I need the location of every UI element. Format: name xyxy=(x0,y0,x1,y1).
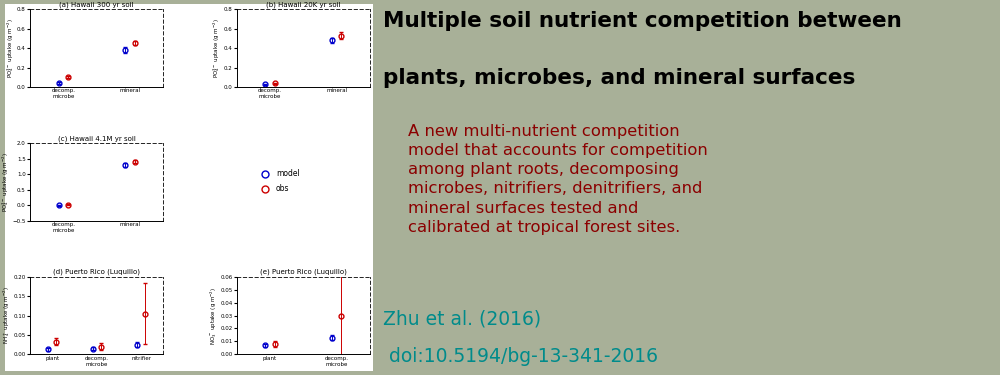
Text: Multiple soil nutrient competition between: Multiple soil nutrient competition betwe… xyxy=(383,11,902,31)
Text: A new multi-nutrient competition
model that accounts for competition
among plant: A new multi-nutrient competition model t… xyxy=(408,124,708,235)
Text: Zhu et al. (2016): Zhu et al. (2016) xyxy=(383,309,541,328)
Y-axis label: NH$_4^+$ uptake (g m$^{-2}$): NH$_4^+$ uptake (g m$^{-2}$) xyxy=(1,286,12,344)
Y-axis label: PO$_4^{3-}$ uptake (g m$^{-2}$): PO$_4^{3-}$ uptake (g m$^{-2}$) xyxy=(5,18,16,78)
Title: (e) Puerto Rico (Luquillo): (e) Puerto Rico (Luquillo) xyxy=(260,269,347,275)
Y-axis label: NO$_3^-$ uptake (g m$^{-2}$): NO$_3^-$ uptake (g m$^{-2}$) xyxy=(208,286,219,345)
Text: doi:10.5194/bg-13-341-2016: doi:10.5194/bg-13-341-2016 xyxy=(383,347,658,366)
Y-axis label: PO$_4^{3-}$ uptake (g m$^{-2}$): PO$_4^{3-}$ uptake (g m$^{-2}$) xyxy=(212,18,222,78)
Y-axis label: PO$_4^{3-}$ uptake (g m$^{-2}$): PO$_4^{3-}$ uptake (g m$^{-2}$) xyxy=(0,152,11,212)
Legend: model, obs: model, obs xyxy=(254,166,303,196)
Title: (a) Hawaii 300 yr soil: (a) Hawaii 300 yr soil xyxy=(59,2,134,8)
Title: (b) Hawaii 20K yr soil: (b) Hawaii 20K yr soil xyxy=(266,2,341,8)
Title: (d) Puerto Rico (Luquillo): (d) Puerto Rico (Luquillo) xyxy=(53,269,140,275)
Text: plants, microbes, and mineral surfaces: plants, microbes, and mineral surfaces xyxy=(383,68,855,87)
Title: (c) Hawaii 4.1M yr soil: (c) Hawaii 4.1M yr soil xyxy=(58,135,136,142)
